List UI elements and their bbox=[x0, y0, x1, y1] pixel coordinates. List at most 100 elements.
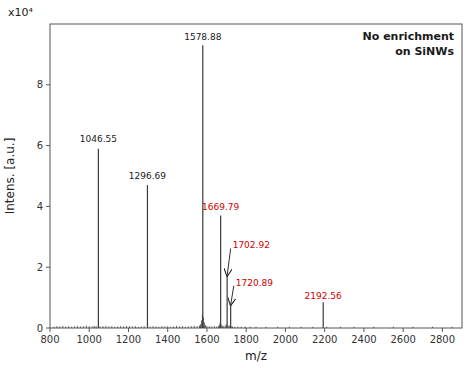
peak bbox=[205, 325, 206, 328]
peak bbox=[326, 327, 327, 328]
peak bbox=[432, 327, 433, 328]
peak-label: 1702.92 bbox=[233, 240, 270, 250]
peak bbox=[98, 149, 99, 328]
peak bbox=[89, 326, 90, 328]
y-tick bbox=[46, 84, 50, 85]
peak bbox=[129, 326, 130, 328]
peak bbox=[144, 326, 145, 328]
peak bbox=[312, 327, 313, 328]
x-tick bbox=[167, 328, 168, 332]
x-tick-label: 800 bbox=[40, 334, 59, 345]
peak bbox=[126, 326, 127, 328]
peak bbox=[105, 326, 106, 328]
x-tick-label: 2000 bbox=[273, 334, 298, 345]
x-tick bbox=[442, 328, 443, 332]
peak bbox=[86, 326, 87, 328]
peak-label: 1296.69 bbox=[129, 171, 166, 181]
peak bbox=[223, 326, 224, 328]
peak bbox=[117, 326, 118, 328]
x-tick bbox=[403, 328, 404, 332]
peak bbox=[452, 327, 453, 328]
peak bbox=[80, 326, 81, 328]
peak bbox=[59, 326, 60, 328]
y-tick-label: 4 bbox=[37, 201, 43, 212]
peak bbox=[222, 326, 223, 328]
peak bbox=[96, 326, 97, 328]
peak bbox=[412, 327, 413, 328]
peak-label: 1720.89 bbox=[236, 278, 273, 288]
x-tick-label: 1200 bbox=[116, 334, 141, 345]
peak bbox=[74, 326, 75, 328]
peak bbox=[197, 326, 198, 328]
y-tick bbox=[46, 206, 50, 207]
peak bbox=[289, 327, 290, 328]
peak-label: 2192.56 bbox=[305, 291, 342, 301]
peak bbox=[250, 327, 251, 328]
plot-frame bbox=[50, 24, 462, 328]
x-tick bbox=[89, 328, 90, 332]
peak bbox=[323, 302, 324, 328]
peak bbox=[200, 324, 201, 328]
peak bbox=[102, 326, 103, 328]
x-tick-label: 2800 bbox=[430, 334, 455, 345]
peak bbox=[132, 326, 133, 328]
peak bbox=[150, 326, 151, 328]
peak bbox=[92, 326, 93, 328]
x-tick-label: 1000 bbox=[77, 334, 102, 345]
peak bbox=[170, 327, 171, 328]
peak bbox=[214, 326, 215, 328]
peak bbox=[65, 326, 66, 328]
peak bbox=[245, 326, 246, 328]
peak bbox=[155, 326, 156, 328]
peak bbox=[219, 325, 220, 328]
peak-label: 1046.55 bbox=[80, 134, 117, 144]
peak bbox=[176, 326, 177, 328]
peak bbox=[204, 323, 205, 328]
peak bbox=[301, 327, 302, 328]
peak bbox=[373, 327, 374, 328]
x-tick-label: 2400 bbox=[351, 334, 376, 345]
y-axis-label: Intens. [a.u.] bbox=[3, 138, 17, 215]
x-tick-label: 2600 bbox=[390, 334, 415, 345]
x-axis-label: m/z bbox=[245, 349, 267, 363]
peak bbox=[226, 324, 227, 328]
peak bbox=[56, 326, 57, 328]
x-tick bbox=[50, 328, 51, 332]
peak bbox=[225, 326, 226, 328]
peak bbox=[229, 326, 230, 328]
peak bbox=[185, 327, 186, 328]
peak bbox=[206, 326, 207, 328]
peak bbox=[202, 45, 203, 328]
scale-label: x10⁴ bbox=[8, 6, 34, 19]
peak bbox=[393, 327, 394, 328]
plot-marks bbox=[54, 45, 452, 328]
x-tick-label: 2200 bbox=[312, 334, 337, 345]
peak bbox=[141, 326, 142, 328]
x-tick-label: 1800 bbox=[233, 334, 258, 345]
peak bbox=[340, 327, 341, 328]
peak bbox=[256, 327, 257, 328]
peak bbox=[354, 327, 355, 328]
peak bbox=[191, 326, 192, 328]
x-tick bbox=[246, 328, 247, 332]
peak bbox=[167, 326, 168, 328]
peak bbox=[216, 326, 217, 328]
x-tick-label: 1400 bbox=[155, 334, 180, 345]
y-tick-label: 8 bbox=[37, 79, 43, 90]
peak bbox=[147, 185, 148, 328]
x-tick bbox=[363, 328, 364, 332]
x-tick bbox=[285, 328, 286, 332]
y-tick-label: 0 bbox=[37, 323, 43, 334]
peak bbox=[158, 327, 159, 328]
annotation-arrow bbox=[231, 286, 234, 305]
peak bbox=[234, 327, 235, 328]
y-tick bbox=[46, 145, 50, 146]
peak bbox=[188, 326, 189, 328]
peak bbox=[201, 320, 202, 328]
peak bbox=[227, 276, 228, 328]
note-line: No enrichment bbox=[363, 30, 454, 43]
x-tick bbox=[206, 328, 207, 332]
y-tick-label: 6 bbox=[37, 140, 43, 151]
peak-label: 1669.79 bbox=[202, 202, 239, 212]
peak bbox=[209, 326, 210, 328]
